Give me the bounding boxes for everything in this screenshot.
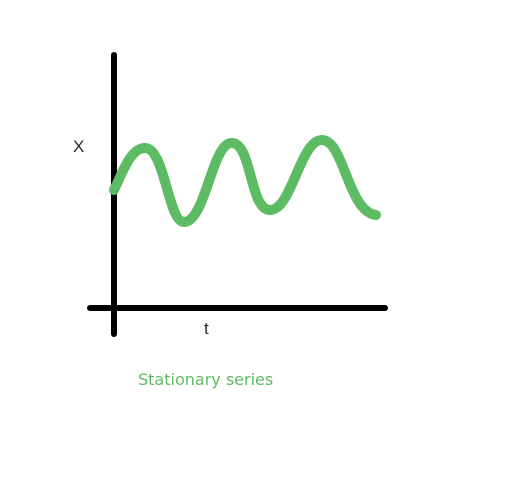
- y-axis-label: X: [73, 137, 85, 156]
- x-axis-label: t: [204, 319, 209, 338]
- stationary-wave-line: [109, 135, 381, 227]
- diagram-caption: Stationary series: [138, 370, 274, 389]
